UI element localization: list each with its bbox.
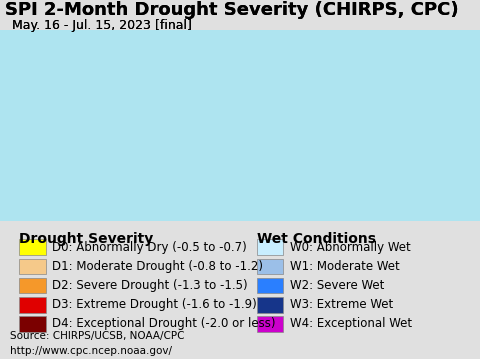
Text: D1: Moderate Drought (-0.8 to -1.2): D1: Moderate Drought (-0.8 to -1.2) [52, 260, 264, 273]
FancyBboxPatch shape [0, 30, 480, 221]
Text: Wet Conditions: Wet Conditions [257, 232, 376, 246]
Text: http://www.cpc.ncep.noaa.gov/: http://www.cpc.ncep.noaa.gov/ [10, 346, 172, 356]
Text: W4: Exceptional Wet: W4: Exceptional Wet [290, 317, 412, 330]
Text: Drought Severity: Drought Severity [19, 232, 154, 246]
Bar [257, 258, 283, 274]
Text: SPI 2-Month Drought Severity (CHIRPS, CPC): SPI 2-Month Drought Severity (CHIRPS, CP… [5, 1, 458, 19]
Bar [19, 258, 46, 274]
Text: W2: Severe Wet: W2: Severe Wet [290, 279, 384, 292]
Text: W1: Moderate Wet: W1: Moderate Wet [290, 260, 400, 273]
Text: D3: Extreme Drought (-1.6 to -1.9): D3: Extreme Drought (-1.6 to -1.9) [52, 298, 257, 311]
Text: May. 16 - Jul. 15, 2023 [final]: May. 16 - Jul. 15, 2023 [final] [12, 19, 192, 32]
Bar [257, 297, 283, 313]
Bar [19, 297, 46, 313]
Bar [19, 239, 46, 255]
Text: W3: Extreme Wet: W3: Extreme Wet [290, 298, 393, 311]
Bar [257, 239, 283, 255]
Bar [257, 278, 283, 294]
Text: D2: Severe Drought (-1.3 to -1.5): D2: Severe Drought (-1.3 to -1.5) [52, 279, 248, 292]
Text: SPI 2-Month Drought Severity (CHIRPS, CPC): SPI 2-Month Drought Severity (CHIRPS, CP… [5, 1, 458, 19]
Text: D0: Abnormally Dry (-0.5 to -0.7): D0: Abnormally Dry (-0.5 to -0.7) [52, 241, 247, 254]
Text: May. 16 - Jul. 15, 2023 [final]: May. 16 - Jul. 15, 2023 [final] [12, 19, 192, 32]
Text: D4: Exceptional Drought (-2.0 or less): D4: Exceptional Drought (-2.0 or less) [52, 317, 276, 330]
Bar [19, 316, 46, 332]
Text: W0: Abnormally Wet: W0: Abnormally Wet [290, 241, 411, 254]
Text: Source: CHIRPS/UCSB, NOAA/CPC: Source: CHIRPS/UCSB, NOAA/CPC [10, 331, 184, 341]
Bar [257, 316, 283, 332]
Bar [19, 278, 46, 294]
